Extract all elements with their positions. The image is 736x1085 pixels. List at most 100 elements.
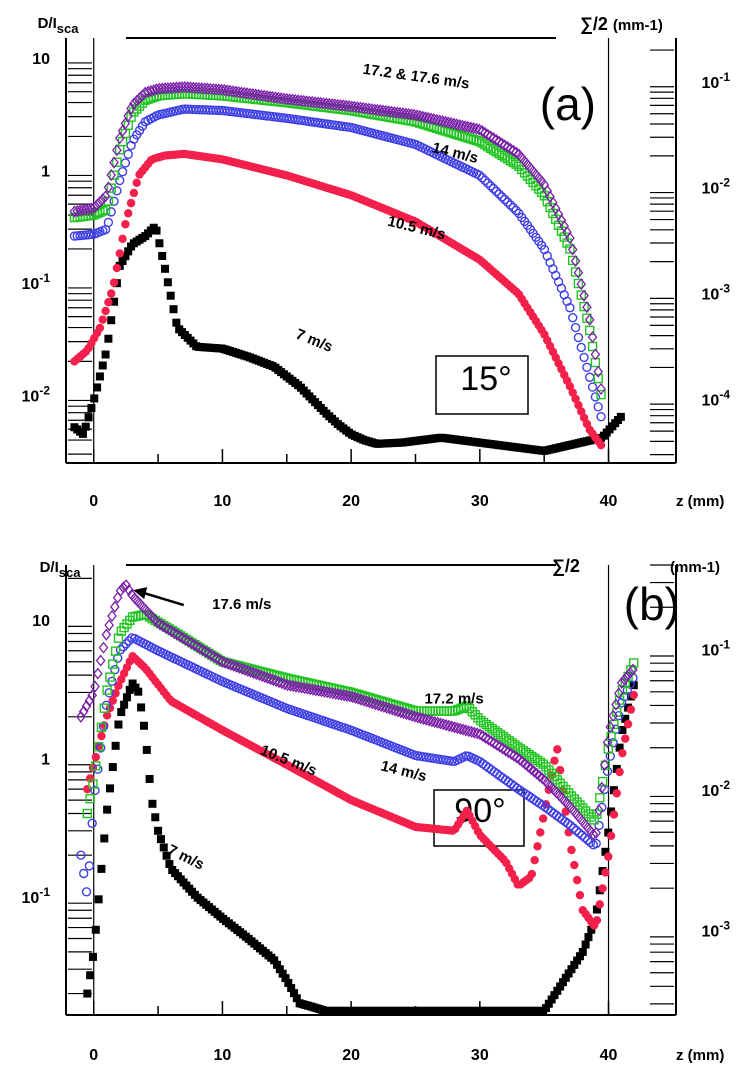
data-point <box>375 104 386 117</box>
data-point <box>82 808 93 819</box>
data-point <box>561 784 571 795</box>
data-point <box>217 655 228 668</box>
data-point <box>78 705 89 718</box>
data-point <box>336 688 347 701</box>
data-point <box>90 394 99 403</box>
data-point <box>145 774 154 783</box>
data-point <box>287 984 296 993</box>
data-point <box>121 252 130 261</box>
data-point <box>585 837 596 848</box>
data-point <box>623 719 633 729</box>
data-point <box>86 971 95 980</box>
data-point <box>593 373 603 384</box>
data-point <box>514 161 524 171</box>
data-point <box>420 111 431 124</box>
data-point <box>480 731 491 744</box>
data-point <box>599 758 610 772</box>
data-point <box>440 115 451 128</box>
data-point <box>117 166 128 177</box>
data-point <box>192 640 202 653</box>
data-point <box>95 743 106 753</box>
data-point <box>90 680 100 693</box>
data-point <box>104 334 113 343</box>
data-point <box>231 660 242 673</box>
data-point <box>549 771 560 782</box>
data-point <box>298 94 309 108</box>
data-point <box>175 630 185 643</box>
data-point <box>491 186 501 197</box>
data-point <box>425 706 435 716</box>
data-point <box>109 196 119 207</box>
data-point <box>361 695 372 708</box>
data-point <box>158 251 167 260</box>
x-tick-label: 0 <box>89 493 98 510</box>
data-point <box>567 965 576 974</box>
data-point <box>452 722 463 735</box>
data-point <box>104 619 115 632</box>
data-point <box>87 404 96 413</box>
data-point <box>103 805 112 814</box>
series-17-6-m-s <box>76 579 638 841</box>
data-point <box>443 116 453 129</box>
data-point <box>313 96 323 109</box>
data-point <box>236 86 247 99</box>
data-point <box>156 835 165 844</box>
data-point <box>117 708 126 717</box>
data-point <box>89 201 100 214</box>
data-point <box>84 694 95 707</box>
data-point <box>367 697 378 710</box>
y2-tick-label: 10-2 <box>702 778 731 800</box>
data-point <box>511 146 521 159</box>
data-point <box>120 700 129 709</box>
data-point <box>488 132 499 145</box>
data-point <box>242 87 252 100</box>
data-point <box>110 665 120 675</box>
data-point <box>512 751 522 764</box>
data-point <box>461 701 472 711</box>
data-point <box>84 413 93 422</box>
data-point <box>568 312 578 323</box>
data-point <box>432 716 443 729</box>
data-point <box>485 181 496 191</box>
data-point <box>595 793 605 803</box>
data-point <box>99 703 109 713</box>
data-point <box>108 763 117 772</box>
data-point <box>88 952 97 961</box>
data-point <box>95 323 105 333</box>
data-point <box>270 91 281 104</box>
data-point <box>421 713 432 726</box>
data-point <box>95 372 104 381</box>
data-point <box>466 725 477 738</box>
data-point <box>530 856 539 865</box>
arrow-17-6 <box>140 590 185 607</box>
data-point <box>183 635 194 648</box>
x-tick-label: 30 <box>471 1047 489 1064</box>
data-point <box>139 721 148 730</box>
data-point <box>299 682 310 695</box>
data-point <box>159 843 168 852</box>
data-point <box>455 722 466 735</box>
data-point <box>124 583 134 597</box>
data-point <box>606 831 616 841</box>
data-point <box>576 278 587 291</box>
data-point <box>404 708 415 721</box>
data-point <box>618 748 627 758</box>
data-point <box>433 706 444 716</box>
data-point <box>505 200 516 210</box>
data-point <box>576 290 586 300</box>
data-point <box>345 690 355 703</box>
data-point <box>595 900 604 909</box>
data-point <box>582 301 592 314</box>
data-point <box>387 703 398 716</box>
data-point <box>558 978 567 987</box>
data-point <box>573 278 584 289</box>
data-point <box>489 737 500 750</box>
series-annotation: 7 m/s <box>293 326 335 356</box>
data-point <box>564 969 573 978</box>
data-point <box>114 720 123 729</box>
data-point <box>451 118 462 131</box>
data-point <box>486 735 497 748</box>
data-point <box>473 713 483 723</box>
data-point <box>594 820 604 831</box>
data-point <box>105 784 114 793</box>
